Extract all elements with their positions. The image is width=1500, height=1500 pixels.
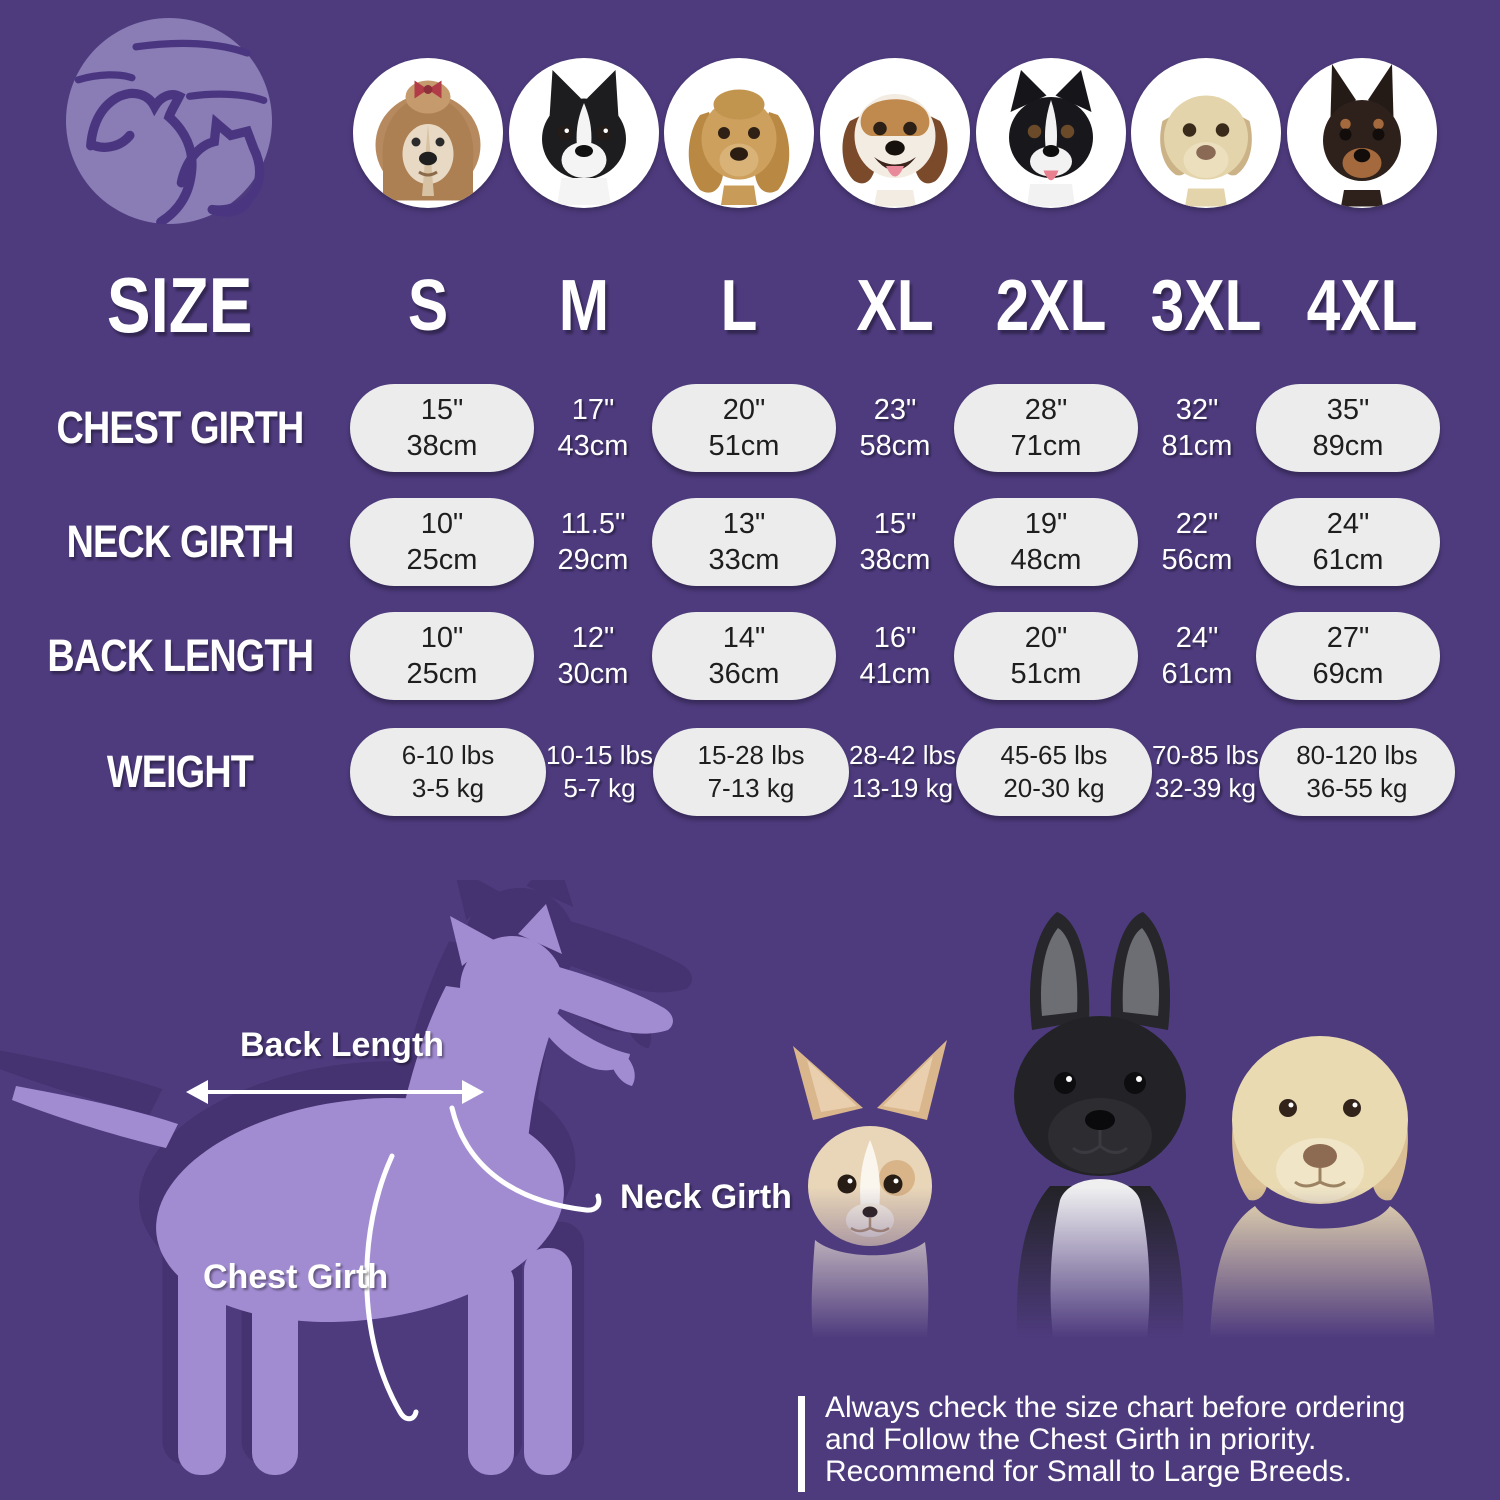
chest-girth-curve	[364, 1153, 419, 1422]
shih-tzu-photo	[352, 58, 503, 208]
chihuahua-photo	[793, 1040, 947, 1338]
diagram-chest-girth-label: Chest Girth	[203, 1258, 389, 1296]
row-weight: WEIGHT 6-10 lbs 3-5 kg 10-15 lbs 5-7 kg 15…	[10, 724, 1455, 820]
back-length-cell-xl: 16" 41cm	[859, 622, 931, 690]
row-back-length: BACK LENGTH 10" 25cm 12" 30cm 14" 36cm 16" 4…	[10, 610, 1440, 702]
back-length-arrow	[186, 1080, 484, 1104]
weight-cell-4xl: 80-120 lbs 36-55 kg	[1258, 728, 1455, 816]
neck-girth-cell-l: 13" 33cm	[652, 498, 836, 586]
diagram-neck-girth-label: Neck Girth	[620, 1178, 792, 1216]
chest-girth-cell-3xl: 32" 81cm	[1161, 394, 1233, 462]
size-note: Always check the size chart before order…	[798, 1392, 1405, 1492]
neck-girth-cell-4xl: 24" 61cm	[1256, 498, 1440, 586]
neck-girth-label: NECK GIRTH	[66, 516, 295, 567]
size-header-label: SIZE	[107, 261, 253, 349]
chest-girth-label: CHEST GIRTH	[56, 402, 305, 453]
chest-girth-cell-l: 20" 51cm	[652, 384, 836, 472]
back-length-label: BACK LENGTH	[47, 630, 314, 681]
size-col-3xl: 3XL	[1150, 265, 1262, 346]
beagle-photo	[819, 58, 970, 208]
weight-cell-l: 15-28 lbs 7-13 kg	[652, 728, 849, 816]
neck-girth-cell-xl: 15" 38cm	[859, 508, 931, 576]
size-col-m: M	[558, 265, 609, 346]
size-col-xl: XL	[856, 265, 934, 346]
neck-girth-cell-m: 11.5" 29cm	[557, 508, 629, 576]
size-col-4xl: 4XL	[1306, 265, 1418, 346]
measurement-diagram-dog-silhouette	[0, 880, 693, 1475]
chest-girth-cell-4xl: 35" 89cm	[1256, 384, 1440, 472]
back-length-cell-2xl: 20" 51cm	[954, 612, 1138, 700]
chest-girth-cell-m: 17" 43cm	[557, 394, 629, 462]
back-length-cell-m: 12" 30cm	[557, 622, 629, 690]
note-text: Always check the size chart before order…	[825, 1391, 1406, 1488]
labrador-large-photo	[1210, 1036, 1435, 1338]
dog-trio-photo	[793, 912, 1435, 1338]
cocker-spaniel-photo	[664, 58, 815, 208]
breed-photo-row	[10, 50, 1440, 216]
labrador-photo	[1131, 58, 1282, 208]
weight-cell-xl: 28-42 lbs 13-19 kg	[848, 740, 956, 803]
row-neck-girth: NECK GIRTH 10" 25cm 11.5" 29cm 13" 33cm 15"…	[10, 496, 1440, 588]
back-length-cell-s: 10" 25cm	[350, 612, 534, 700]
note-accent-bar	[798, 1396, 805, 1492]
chest-girth-cell-xl: 23" 58cm	[859, 394, 931, 462]
neck-girth-cell-2xl: 19" 48cm	[954, 498, 1138, 586]
weight-cell-2xl: 45-65 lbs 20-30 kg	[955, 728, 1152, 816]
row-chest-girth: CHEST GIRTH 15" 38cm 17" 43cm 20" 51cm 23" 5…	[10, 382, 1440, 474]
size-col-2xl: 2XL	[995, 265, 1107, 346]
chest-girth-cell-s: 15" 38cm	[350, 384, 534, 472]
weight-cell-m: 10-15 lbs 5-7 kg	[546, 740, 653, 803]
size-header-row: SIZE S M L XL 2XL 3XL 4XL	[10, 258, 1440, 353]
weight-cell-3xl: 70-85 lbs 32-39 kg	[1151, 740, 1259, 803]
neck-girth-curve	[449, 1105, 602, 1213]
weight-label: WEIGHT	[106, 746, 254, 797]
size-col-s: S	[407, 265, 449, 346]
back-length-cell-l: 14" 36cm	[652, 612, 836, 700]
border-collie-photo	[975, 58, 1126, 208]
boston-terrier-photo	[508, 58, 659, 208]
neck-girth-cell-3xl: 22" 56cm	[1161, 508, 1233, 576]
chest-girth-cell-2xl: 28" 71cm	[954, 384, 1138, 472]
size-col-l: L	[720, 265, 758, 346]
back-length-cell-3xl: 24" 61cm	[1161, 622, 1233, 690]
french-bulldog-photo	[1014, 912, 1186, 1338]
dog-and-cat-logo-icon	[66, 18, 272, 224]
doberman-photo	[1287, 58, 1438, 208]
back-length-cell-4xl: 27" 69cm	[1256, 612, 1440, 700]
diagram-back-length-label: Back Length	[240, 1026, 445, 1064]
neck-girth-cell-s: 10" 25cm	[350, 498, 534, 586]
weight-cell-s: 6-10 lbs 3-5 kg	[350, 728, 546, 816]
